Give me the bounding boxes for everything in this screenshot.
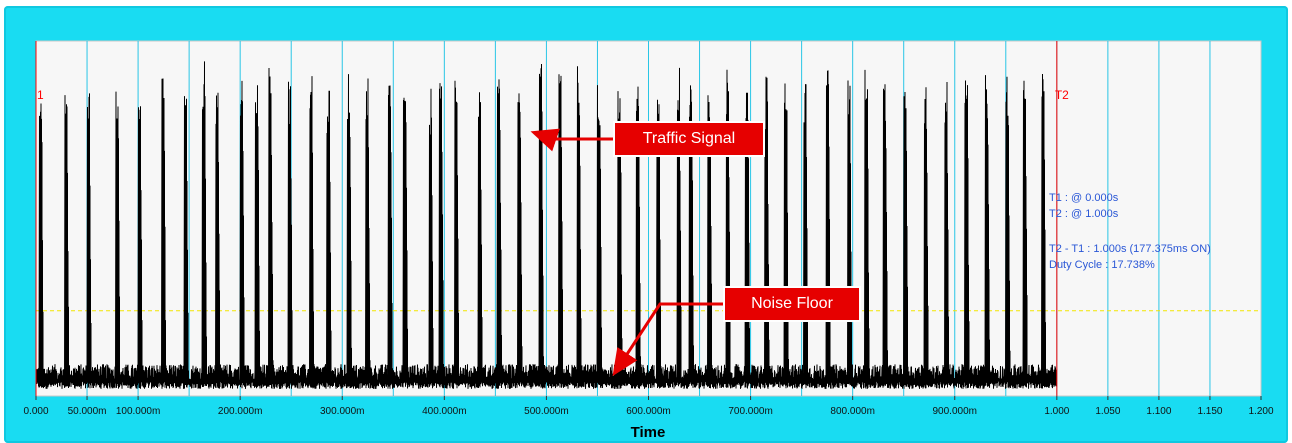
x-tick-label-13: 1.100: [1146, 406, 1171, 417]
callout-arrow-0: [530, 128, 613, 152]
x-tick-label-9: 800.000m: [830, 406, 874, 417]
x-tick-label-7: 600.000m: [626, 406, 670, 417]
x-tick-label-5: 400.000m: [422, 406, 466, 417]
x-tick-label-3: 200.000m: [218, 406, 262, 417]
annotation-traffic-signal: Traffic Signal: [613, 121, 765, 157]
cursor-readout-t1: T1 : @ 0.000s: [1049, 192, 1119, 204]
cursors: 1 T2: [35, 41, 1069, 396]
signal-trace: [35, 61, 1057, 389]
x-tick-label-2: 100.000m: [116, 406, 160, 417]
x-tick-label-15: 1.200: [1248, 406, 1273, 417]
x-axis-label: Time: [631, 424, 666, 441]
x-tick-label-4: 300.000m: [320, 406, 364, 417]
x-axis-ticks: 0.000 50.000m 100.000m 200.000m 300.000m 400.…: [23, 396, 1274, 417]
x-tick-label-10: 900.000m: [933, 406, 977, 417]
callout-arrow-1: [612, 302, 723, 377]
x-tick-label-11: 1.000: [1044, 406, 1069, 417]
x-tick-label-14: 1.150: [1197, 406, 1222, 417]
callout-arrows: [530, 128, 723, 377]
cursor-readout-delta: T2 - T1 : 1.000s (177.375ms ON): [1049, 243, 1211, 255]
x-tick-label-6: 500.000m: [524, 406, 568, 417]
x-tick-label-12: 1.050: [1095, 406, 1120, 417]
cursor-readout-t2: T2 : @ 1.000s: [1049, 208, 1119, 220]
cursor-label-1: T2: [1055, 88, 1069, 102]
signal: [35, 61, 1057, 389]
x-tick-label-0: 0.000: [23, 406, 48, 417]
x-tick-label-1: 50.000m: [68, 406, 107, 417]
annotation-noise-floor: Noise Floor: [723, 286, 861, 322]
x-tick-label-8: 700.000m: [728, 406, 772, 417]
cursor-label-0: 1: [37, 88, 44, 102]
cursor-readout-duty-cycle: Duty Cycle : 17.738%: [1049, 259, 1155, 271]
